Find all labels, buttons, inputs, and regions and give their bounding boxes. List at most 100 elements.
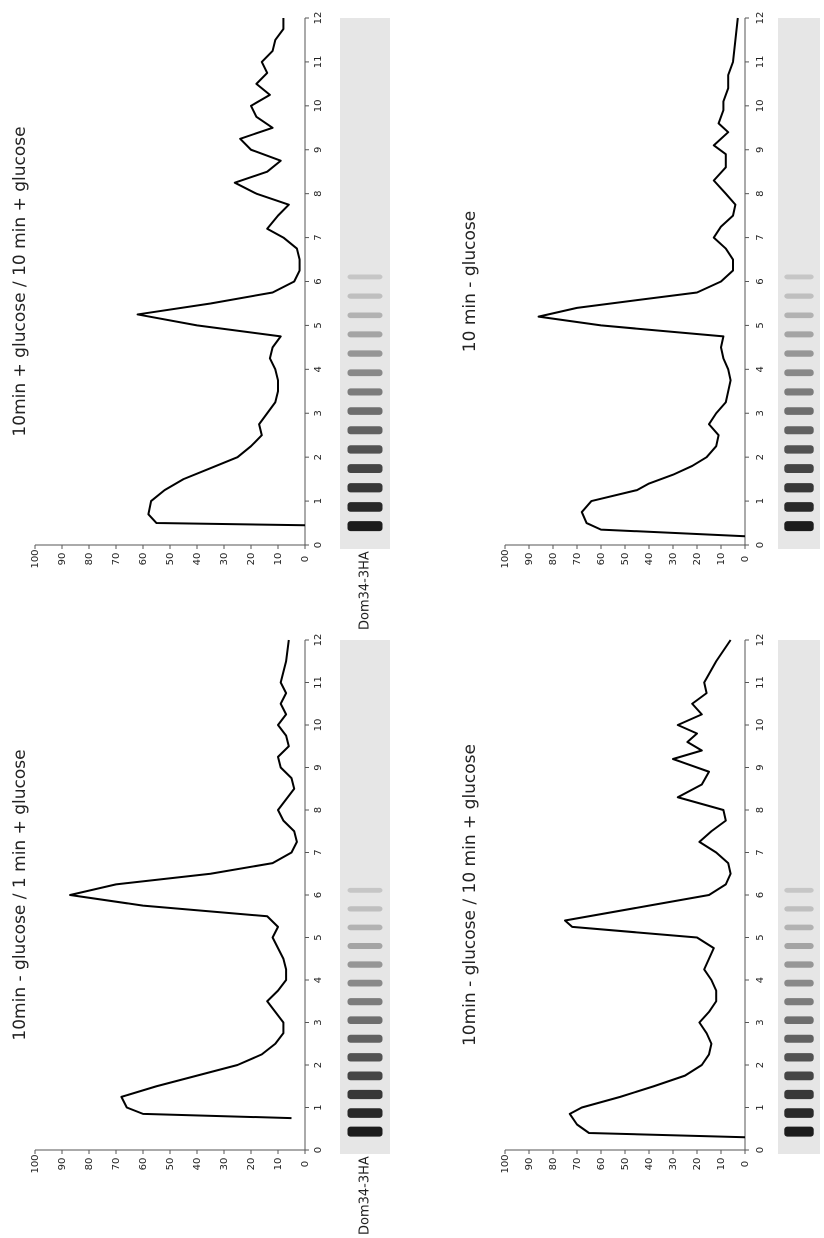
- y-tick-label: 10: [716, 1158, 727, 1171]
- y-tick-label: 60: [596, 553, 607, 566]
- x-tick-label: 3: [755, 1019, 766, 1025]
- x-tick-label: 9: [313, 764, 324, 770]
- lane-label: Dom34-3HA: [358, 551, 373, 630]
- gel-band: [784, 998, 814, 1006]
- gel-band: [784, 464, 814, 473]
- gel-band: [784, 350, 814, 357]
- y-tick-label: 0: [740, 1161, 751, 1167]
- x-tick-label: 5: [755, 934, 766, 940]
- gel-strip: [778, 640, 820, 1154]
- x-tick-label: 8: [755, 807, 766, 813]
- y-tick-label: 40: [192, 553, 203, 566]
- gel-band: [784, 1126, 814, 1137]
- x-tick-label: 3: [755, 410, 766, 416]
- y-tick-label: 50: [620, 1158, 631, 1171]
- x-tick-label: 4: [313, 366, 324, 372]
- y-tick-label: 40: [644, 553, 655, 566]
- y-tick-label: 80: [548, 1158, 559, 1171]
- chart-title: 10 min - glucose: [460, 211, 480, 352]
- y-tick-label: 70: [572, 553, 583, 566]
- y-tick-label: 80: [84, 553, 95, 566]
- x-tick-label: 7: [755, 849, 766, 855]
- x-tick-label: 1: [755, 1104, 766, 1110]
- gel-band: [347, 369, 383, 377]
- x-tick-label: 2: [313, 454, 324, 460]
- x-tick-label: 4: [313, 977, 324, 983]
- gel-band: [347, 426, 383, 435]
- x-tick-label: 1: [313, 1104, 324, 1110]
- y-tick-label: 50: [165, 553, 176, 566]
- gel-band: [347, 924, 383, 931]
- x-tick-label: 0: [313, 542, 324, 548]
- x-tick-label: 12: [755, 634, 766, 647]
- gel-band: [347, 961, 383, 968]
- gel-band: [347, 1071, 383, 1081]
- panel: 0123456789101112010203040506070809010010…: [10, 634, 390, 1235]
- y-tick-label: 50: [165, 1158, 176, 1171]
- x-tick-label: 0: [755, 1147, 766, 1153]
- gel-band: [347, 943, 383, 950]
- x-tick-label: 10: [313, 719, 324, 732]
- chart-title: 10min - glucose / 10 min + glucose: [460, 744, 480, 1046]
- gel-band: [347, 407, 383, 415]
- gel-band: [784, 887, 814, 893]
- y-tick-label: 70: [572, 1158, 583, 1171]
- gel-band: [784, 502, 814, 512]
- chart-title: 10min + glucose / 10 min + glucose: [10, 126, 30, 436]
- lane-label: Dom34-3HA: [358, 1156, 373, 1234]
- y-tick-label: 30: [219, 1158, 230, 1171]
- gel-band: [347, 1053, 383, 1062]
- gel-band: [347, 1126, 383, 1137]
- profile-line: [136, 18, 306, 527]
- x-tick-label: 9: [755, 147, 766, 153]
- x-tick-label: 8: [313, 190, 324, 196]
- y-tick-label: 10: [273, 1158, 284, 1171]
- x-tick-label: 7: [313, 849, 324, 855]
- y-tick-label: 90: [524, 553, 535, 566]
- x-tick-label: 6: [313, 892, 324, 898]
- y-tick-label: 50: [620, 553, 631, 566]
- gel-band: [784, 1053, 814, 1062]
- panel: 0123456789101112010203040506070809010010…: [460, 12, 820, 569]
- gel-band: [784, 943, 814, 950]
- gel-band: [347, 979, 383, 987]
- gel-band: [347, 1108, 383, 1118]
- gel-band: [784, 293, 814, 299]
- gel-band: [347, 445, 383, 454]
- panel: 0123456789101112010203040506070809010010…: [460, 634, 820, 1174]
- gel-band: [784, 961, 814, 968]
- gel-band: [784, 1071, 814, 1081]
- gel-band: [784, 331, 814, 338]
- y-tick-label: 70: [111, 1158, 122, 1171]
- x-tick-label: 9: [755, 764, 766, 770]
- gel-band: [784, 979, 814, 987]
- x-tick-label: 5: [755, 322, 766, 328]
- x-tick-label: 6: [313, 278, 324, 284]
- x-tick-label: 8: [313, 807, 324, 813]
- x-tick-label: 2: [313, 1062, 324, 1068]
- gel-strip: [778, 18, 820, 549]
- x-tick-label: 0: [313, 1147, 324, 1153]
- x-tick-label: 1: [313, 498, 324, 504]
- y-tick-label: 0: [300, 1161, 311, 1167]
- x-tick-label: 8: [755, 190, 766, 196]
- y-tick-label: 0: [740, 556, 751, 562]
- gel-band: [347, 1034, 383, 1043]
- gel-band: [347, 998, 383, 1006]
- x-tick-label: 12: [313, 634, 324, 647]
- x-tick-label: 0: [755, 542, 766, 548]
- x-tick-label: 6: [755, 892, 766, 898]
- y-tick-label: 70: [111, 553, 122, 566]
- gel-band: [347, 274, 383, 280]
- gel-band: [784, 445, 814, 454]
- gel-band: [347, 312, 383, 319]
- gel-band: [784, 924, 814, 931]
- y-tick-label: 10: [716, 553, 727, 566]
- gel-band: [347, 350, 383, 357]
- y-tick-label: 90: [57, 553, 68, 566]
- gel-band: [784, 521, 814, 532]
- y-tick-label: 20: [246, 1158, 257, 1171]
- y-tick-label: 0: [300, 556, 311, 562]
- gel-band: [347, 293, 383, 299]
